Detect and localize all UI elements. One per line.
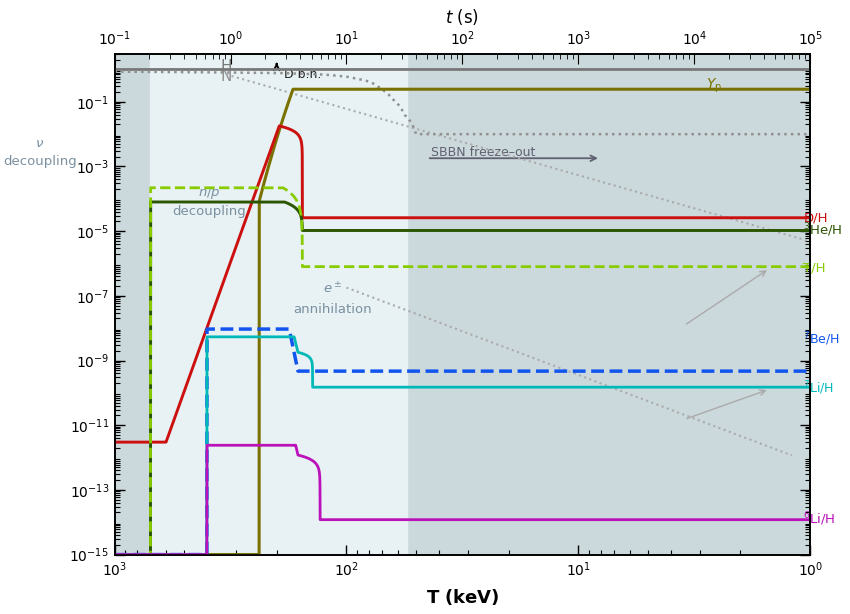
Text: decoupling: decoupling bbox=[3, 155, 76, 168]
Text: SBBN freeze–out: SBBN freeze–out bbox=[432, 146, 536, 158]
Text: D b.n.: D b.n. bbox=[285, 68, 322, 80]
Text: $Y_{\rm p}$: $Y_{\rm p}$ bbox=[706, 76, 722, 95]
Text: $n/p$: $n/p$ bbox=[198, 185, 221, 201]
Text: annihilation: annihilation bbox=[293, 303, 371, 316]
Text: $^7$Be/H: $^7$Be/H bbox=[803, 330, 840, 348]
Bar bbox=[0, 54, 81, 554]
Bar bbox=[276, 54, 406, 554]
Text: $e^\pm$: $e^\pm$ bbox=[323, 281, 342, 297]
X-axis label: $\mathbf{T}$ (keV): $\mathbf{T}$ (keV) bbox=[426, 587, 499, 607]
Text: $^7$Li/H: $^7$Li/H bbox=[803, 379, 834, 397]
Text: D/H: D/H bbox=[803, 211, 828, 224]
Text: T/H: T/H bbox=[803, 261, 826, 274]
Text: $\nu$: $\nu$ bbox=[36, 137, 44, 150]
X-axis label: $\it{t}$ (s): $\it{t}$ (s) bbox=[445, 7, 479, 27]
Bar bbox=[150, 54, 287, 554]
Text: H: H bbox=[220, 59, 232, 74]
Text: $^6$Li/H: $^6$Li/H bbox=[803, 511, 836, 529]
Text: N: N bbox=[220, 69, 232, 84]
Text: $^3$He/H: $^3$He/H bbox=[803, 221, 842, 239]
Text: decoupling: decoupling bbox=[173, 205, 246, 218]
